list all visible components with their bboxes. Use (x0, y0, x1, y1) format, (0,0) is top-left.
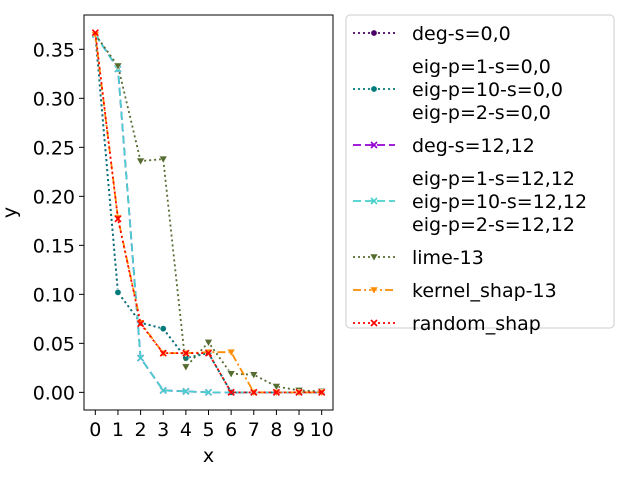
legend-label: kernel_shap-13 (412, 280, 557, 302)
y-tick-label: 0.05 (33, 333, 75, 355)
data-point (159, 349, 167, 357)
data-point (204, 388, 213, 396)
y-tick-label: 0.25 (33, 137, 75, 159)
x-tick-label: 0 (89, 419, 101, 441)
legend-entry: deg-s=0,0 (353, 23, 511, 45)
x-tick-label: 1 (112, 419, 124, 441)
x-tick-label: 7 (248, 419, 260, 441)
data-point (318, 388, 326, 396)
data-point (370, 85, 378, 93)
legend-entry: lime-13 (353, 247, 484, 269)
x-tick-label: 2 (135, 419, 147, 441)
data-point (204, 339, 213, 347)
data-point (136, 157, 146, 166)
y-tick-label: 0.00 (33, 382, 75, 404)
series-s5 (90, 31, 327, 396)
series-line (94, 32, 322, 394)
data-point (182, 349, 190, 357)
legend-label: eig-p=1-s=12,12 (412, 168, 575, 190)
legend-entry: deg-s=12,12 (353, 135, 535, 157)
legend-label: lime-13 (412, 247, 484, 269)
x-tick-label: 4 (180, 419, 192, 441)
y-tick-label: 0.10 (33, 284, 75, 306)
y-tick-label: 0.20 (33, 186, 75, 208)
data-point (181, 363, 191, 372)
data-point (158, 155, 168, 164)
x-tick-label: 6 (225, 419, 237, 441)
data-point (249, 371, 259, 380)
x-tick-label: 5 (202, 419, 214, 441)
legend-label: eig-p=2-s=0,0 (412, 102, 551, 124)
data-point (369, 253, 379, 262)
y-tick-label: 0.30 (33, 88, 75, 110)
legend-frame (345, 14, 615, 329)
data-point (370, 29, 378, 37)
x-tick-label: 9 (293, 419, 305, 441)
data-point (159, 325, 167, 333)
legend-entry: eig-p=1-s=12,12eig-p=10-s=12,12eig-p=2-s… (353, 168, 587, 236)
data-point (369, 286, 379, 295)
data-point (182, 387, 190, 395)
data-point (159, 386, 167, 394)
data-point (137, 354, 145, 362)
legend-label: eig-p=2-s=12,12 (412, 214, 575, 236)
x-tick-label: 10 (310, 419, 334, 441)
data-point (227, 388, 235, 396)
data-point (204, 349, 213, 357)
legend-label: eig-p=10-s=0,0 (412, 79, 563, 101)
x-axis-label: x (203, 445, 214, 467)
series-s7 (91, 29, 326, 396)
data-point (114, 215, 122, 223)
legend-label: eig-p=10-s=12,12 (412, 191, 587, 213)
x-axis: 0 1 2 3 4 5 6 7 8 9 10 (89, 410, 334, 441)
data-point (250, 388, 258, 396)
data-point (370, 141, 378, 149)
legend-entry: random_shap (353, 313, 541, 335)
legend-label: eig-p=1-s=0,0 (412, 56, 551, 78)
data-point (226, 348, 236, 357)
data-point (137, 320, 145, 328)
x-tick-label: 3 (157, 419, 169, 441)
data-point (271, 383, 281, 391)
series-line (94, 34, 322, 394)
series-group (90, 29, 327, 397)
legend-label: deg-s=0,0 (412, 23, 511, 45)
data-point (370, 197, 378, 205)
y-tick-label: 0.35 (33, 39, 75, 61)
data-point (114, 288, 122, 296)
data-point (113, 62, 123, 71)
legend-entry: kernel_shap-13 (353, 280, 557, 302)
y-axis-label: y (0, 207, 21, 218)
y-tick-label: 0.15 (33, 235, 75, 257)
data-point (295, 388, 303, 396)
data-point (226, 370, 236, 379)
data-point (272, 388, 280, 396)
data-point (91, 29, 99, 37)
x-tick-label: 8 (270, 419, 282, 441)
legend-label: random_shap (412, 313, 541, 335)
data-point (370, 319, 378, 327)
legend: deg-s=0,0eig-p=1-s=0,0eig-p=10-s=0,0eig-… (345, 14, 615, 335)
legend-label: deg-s=12,12 (412, 135, 535, 157)
y-axis: 0.00 0.05 0.10 0.15 0.20 0.25 0.30 0.35 (33, 39, 84, 404)
